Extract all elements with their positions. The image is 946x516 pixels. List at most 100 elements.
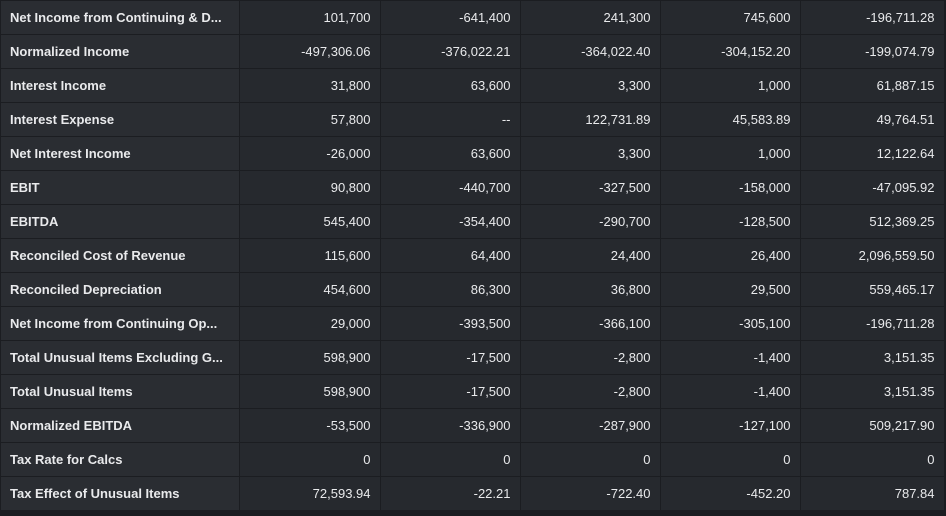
- table-row[interactable]: EBITDA 545,400 -354,400 -290,700 -128,500 512…: [1, 204, 945, 239]
- value-cell: 512,369.25: [800, 204, 945, 239]
- value-cell: -17,500: [380, 340, 521, 375]
- value-cell: -1,400: [660, 374, 801, 409]
- value-cell: -304,152.20: [660, 34, 801, 69]
- value-cell: -2,800: [520, 340, 661, 375]
- value-cell: -1,400: [660, 340, 801, 375]
- value-cell: -364,022.40: [520, 34, 661, 69]
- value-cell: -327,500: [520, 170, 661, 205]
- value-cell: -199,074.79: [800, 34, 945, 69]
- value-cell: 90,800: [239, 170, 381, 205]
- value-cell: -452.20: [660, 476, 801, 511]
- value-cell: 36,800: [520, 272, 661, 307]
- table-row[interactable]: Interest Expense 57,800 -- 122,731.89 45,583…: [1, 102, 945, 137]
- value-cell: 57,800: [239, 102, 381, 137]
- value-cell: -376,022.21: [380, 34, 521, 69]
- value-cell: 3,151.35: [800, 340, 945, 375]
- value-cell: 63,600: [380, 136, 521, 171]
- value-cell: -287,900: [520, 408, 661, 443]
- value-cell: 3,151.35: [800, 374, 945, 409]
- row-label: Tax Rate for Calcs: [1, 442, 240, 477]
- value-cell: 12,122.64: [800, 136, 945, 171]
- table-row[interactable]: Net Income from Continuing Op... 29,000 -3…: [1, 306, 945, 341]
- value-cell: 31,800: [239, 68, 381, 103]
- value-cell: 29,000: [239, 306, 381, 341]
- value-cell: 49,764.51: [800, 102, 945, 137]
- value-cell: -26,000: [239, 136, 381, 171]
- value-cell: -17,500: [380, 374, 521, 409]
- value-cell: -127,100: [660, 408, 801, 443]
- row-label: Normalized EBITDA: [1, 408, 240, 443]
- table-row[interactable]: Total Unusual Items Excluding G... 598,90…: [1, 340, 945, 375]
- table-row[interactable]: Interest Income 31,800 63,600 3,300 1,000 61,…: [1, 68, 945, 103]
- value-cell: 454,600: [239, 272, 381, 307]
- value-cell: -440,700: [380, 170, 521, 205]
- value-cell: 509,217.90: [800, 408, 945, 443]
- row-label: Normalized Income: [1, 34, 240, 69]
- value-cell: 64,400: [380, 238, 521, 273]
- table-row[interactable]: Reconciled Depreciation 454,600 86,300 36,8…: [1, 272, 945, 307]
- value-cell: 0: [380, 442, 521, 477]
- value-cell: 86,300: [380, 272, 521, 307]
- value-cell: 0: [660, 442, 801, 477]
- table-row[interactable]: Tax Effect of Unusual Items 72,593.94 -22.…: [1, 476, 945, 511]
- value-cell: -354,400: [380, 204, 521, 239]
- row-label: EBITDA: [1, 204, 240, 239]
- value-cell: 45,583.89: [660, 102, 801, 137]
- value-cell: -47,095.92: [800, 170, 945, 205]
- value-cell: 545,400: [239, 204, 381, 239]
- value-cell: 24,400: [520, 238, 661, 273]
- table-row[interactable]: Net Income from Continuing & D... 101,700…: [1, 1, 945, 35]
- row-label: Total Unusual Items: [1, 374, 240, 409]
- value-cell: 2,096,559.50: [800, 238, 945, 273]
- value-cell: 122,731.89: [520, 102, 661, 137]
- value-cell: 787.84: [800, 476, 945, 511]
- table-row[interactable]: Normalized EBITDA -53,500 -336,900 -287,900…: [1, 408, 945, 443]
- value-cell: 0: [520, 442, 661, 477]
- value-cell: 3,300: [520, 68, 661, 103]
- value-cell: -22.21: [380, 476, 521, 511]
- row-label: EBIT: [1, 170, 240, 205]
- table-row[interactable]: Reconciled Cost of Revenue 115,600 64,400 2…: [1, 238, 945, 273]
- value-cell: -336,900: [380, 408, 521, 443]
- table-row[interactable]: EBIT 90,800 -440,700 -327,500 -158,000 -47,09…: [1, 170, 945, 205]
- table-row[interactable]: Normalized Income -497,306.06 -376,022.21-…: [1, 34, 945, 69]
- row-label: Reconciled Depreciation: [1, 272, 240, 307]
- row-label: Net Income from Continuing Op...: [1, 306, 240, 341]
- value-cell: -196,711.28: [800, 1, 945, 35]
- value-cell: -158,000: [660, 170, 801, 205]
- value-cell: --: [380, 102, 521, 137]
- value-cell: -196,711.28: [800, 306, 945, 341]
- value-cell: 241,300: [520, 1, 661, 35]
- value-cell: 101,700: [239, 1, 381, 35]
- value-cell: 63,600: [380, 68, 521, 103]
- row-label: Total Unusual Items Excluding G...: [1, 340, 240, 375]
- value-cell: 559,465.17: [800, 272, 945, 307]
- row-label: Interest Expense: [1, 102, 240, 137]
- value-cell: -305,100: [660, 306, 801, 341]
- value-cell: 745,600: [660, 1, 801, 35]
- value-cell: 1,000: [660, 68, 801, 103]
- value-cell: -2,800: [520, 374, 661, 409]
- value-cell: 0: [239, 442, 381, 477]
- value-cell: 26,400: [660, 238, 801, 273]
- row-label: Reconciled Cost of Revenue: [1, 238, 240, 273]
- value-cell: 61,887.15: [800, 68, 945, 103]
- value-cell: 29,500: [660, 272, 801, 307]
- table-row[interactable]: Total Unusual Items 598,900 -17,500 -2,800-…: [1, 374, 945, 409]
- value-cell: 3,300: [520, 136, 661, 171]
- value-cell: 115,600: [239, 238, 381, 273]
- row-label: Interest Income: [1, 68, 240, 103]
- value-cell: -366,100: [520, 306, 661, 341]
- value-cell: -641,400: [380, 1, 521, 35]
- table-row[interactable]: Tax Rate for Calcs 0 0 0 0 0: [1, 442, 945, 477]
- value-cell: -128,500: [660, 204, 801, 239]
- value-cell: -497,306.06: [239, 34, 381, 69]
- row-label: Net Income from Continuing & D...: [1, 1, 240, 35]
- row-label: Net Interest Income: [1, 136, 240, 171]
- value-cell: -393,500: [380, 306, 521, 341]
- row-label: Tax Effect of Unusual Items: [1, 476, 240, 511]
- table-row[interactable]: Net Interest Income -26,000 63,600 3,300 1,0…: [1, 136, 945, 171]
- value-cell: 1,000: [660, 136, 801, 171]
